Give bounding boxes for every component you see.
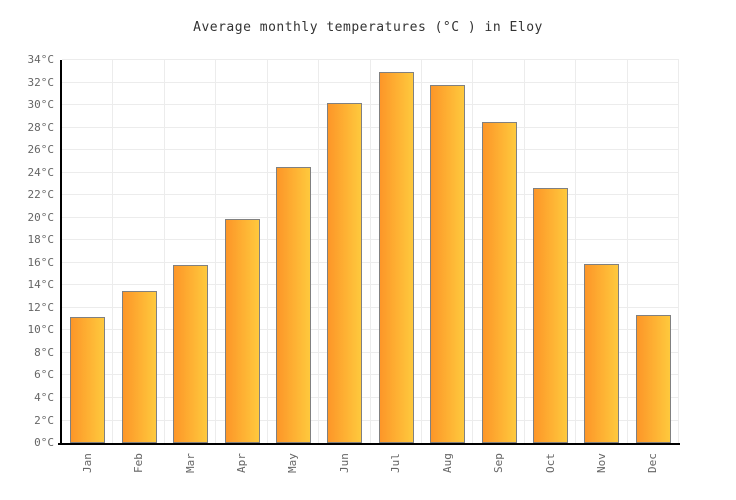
x-axis-line: [58, 443, 680, 445]
y-tick-label: 2°C: [34, 413, 54, 427]
x-tick-label-jun: Jun: [337, 453, 351, 473]
y-tick-label: 24°C: [27, 165, 55, 179]
bar-sep: [481, 122, 517, 443]
bar-mar: [173, 265, 208, 443]
plot-area: [62, 59, 679, 443]
gridline-horizontal: [62, 419, 679, 421]
x-tick-label-feb: Feb: [132, 453, 146, 473]
y-tick-label: 12°C: [27, 300, 55, 314]
y-tick-label: 34°C: [27, 53, 55, 66]
x-tick-label-jan: Jan: [80, 453, 94, 473]
gridline-vertical: [575, 60, 577, 443]
y-tick-label: 14°C: [27, 278, 55, 292]
gridline-horizontal: [62, 261, 679, 263]
gridline-horizontal: [62, 104, 679, 106]
x-tick-label-jul: Jul: [389, 453, 403, 473]
gridline-vertical: [678, 60, 679, 443]
bar-oct: [533, 188, 568, 443]
bar-nov: [584, 263, 620, 443]
gridline-vertical: [163, 60, 165, 443]
gridline-horizontal: [62, 396, 679, 398]
x-tick-label-nov: Nov: [594, 453, 608, 473]
gridline-horizontal: [62, 239, 679, 241]
y-axis-line: [60, 60, 62, 445]
y-tick-label: 28°C: [27, 120, 55, 134]
bar-aug: [430, 84, 466, 443]
gridline-vertical: [626, 60, 628, 443]
x-tick-label-aug: Aug: [440, 453, 454, 473]
gridline-horizontal: [62, 306, 679, 308]
y-tick-label: 20°C: [27, 210, 55, 224]
gridline-horizontal: [62, 126, 679, 128]
gridline-horizontal: [62, 81, 679, 83]
gridline-horizontal: [62, 216, 679, 218]
gridline-vertical: [523, 60, 525, 443]
y-tick-label: 16°C: [27, 255, 55, 269]
gridline-vertical: [215, 60, 217, 443]
x-tick-label-oct: Oct: [543, 453, 557, 473]
bar-jun: [327, 102, 363, 443]
x-tick-label-mar: Mar: [183, 453, 197, 473]
y-tick-label: 22°C: [27, 188, 55, 202]
y-tick-label: 10°C: [27, 323, 55, 337]
gridline-vertical: [472, 60, 474, 443]
gridline-horizontal: [62, 171, 679, 173]
gridline-horizontal: [62, 194, 679, 196]
x-tick-label-may: May: [286, 453, 300, 473]
chart-title: Average monthly temperatures (°C ) in El…: [193, 20, 543, 35]
y-tick-label: 30°C: [27, 98, 55, 112]
bar-jan: [70, 316, 106, 443]
y-tick-label: 18°C: [27, 233, 55, 247]
gridline-horizontal: [62, 59, 679, 60]
bar-jul: [378, 72, 414, 443]
y-tick-label: 32°C: [27, 75, 55, 89]
y-tick-label: 0°C: [34, 436, 54, 449]
gridline-horizontal: [62, 351, 679, 353]
y-tick-label: 8°C: [34, 345, 54, 359]
gridline-horizontal: [62, 329, 679, 331]
gridline-vertical: [112, 60, 114, 443]
gridline-vertical: [266, 60, 268, 443]
x-tick-label-dec: Dec: [646, 453, 660, 473]
bar-feb: [121, 290, 157, 443]
gridline-horizontal: [62, 284, 679, 286]
bar-dec: [635, 314, 671, 443]
y-tick-label: 6°C: [34, 368, 54, 382]
gridline-vertical: [318, 60, 320, 443]
x-tick-label-sep: Sep: [492, 453, 505, 473]
y-tick-label: 26°C: [27, 143, 55, 157]
gridline-horizontal: [62, 149, 679, 151]
y-tick-label: 4°C: [34, 390, 54, 404]
bar-apr: [224, 218, 260, 443]
gridline-vertical: [369, 60, 371, 443]
gridline-vertical: [420, 60, 422, 443]
bar-may: [275, 167, 311, 443]
x-tick-label-apr: Apr: [235, 453, 248, 473]
gridline-horizontal: [62, 374, 679, 376]
